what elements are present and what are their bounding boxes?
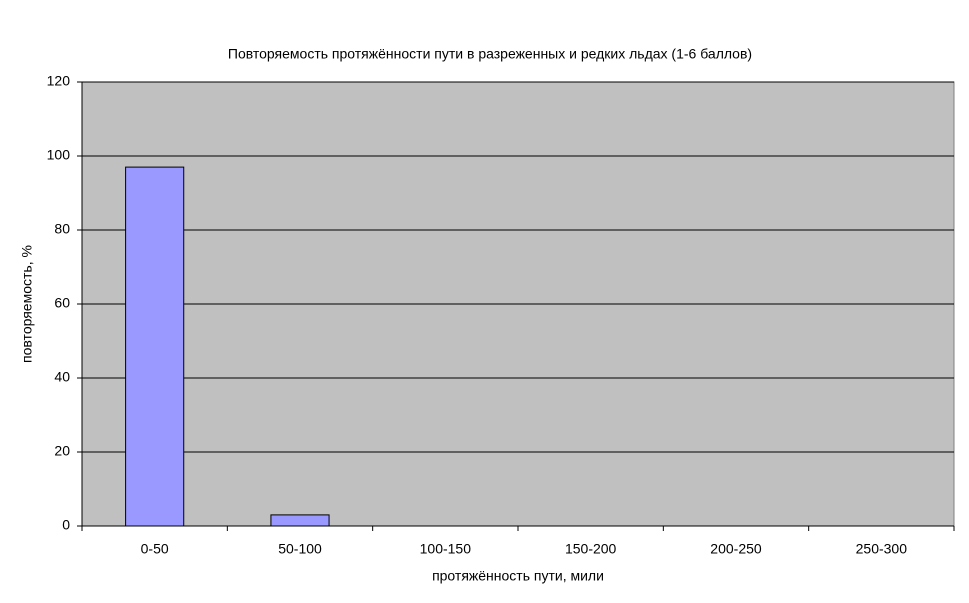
y-tick-label: 120 <box>47 73 71 89</box>
bar <box>270 514 330 527</box>
x-axis-label: протяжённость пути, мили <box>432 568 604 584</box>
x-tick-label: 250-300 <box>856 541 908 557</box>
y-tick-label: 100 <box>47 147 71 163</box>
x-tick-label: 0-50 <box>141 541 169 557</box>
y-tick-label: 60 <box>54 295 70 311</box>
y-tick-label: 80 <box>54 221 70 237</box>
y-tick-label: 20 <box>54 443 70 459</box>
y-tick-label: 0 <box>62 517 70 533</box>
bar <box>125 166 185 527</box>
x-tick-label: 50-100 <box>278 541 322 557</box>
x-tick-label: 100-150 <box>420 541 472 557</box>
x-tick-label: 200-250 <box>710 541 762 557</box>
chart-title: Повторяемость протяжённости пути в разре… <box>228 46 752 62</box>
y-axis-label: повторяемость, % <box>19 245 35 363</box>
y-tick-label: 40 <box>54 369 70 385</box>
x-tick-label: 150-200 <box>565 541 617 557</box>
